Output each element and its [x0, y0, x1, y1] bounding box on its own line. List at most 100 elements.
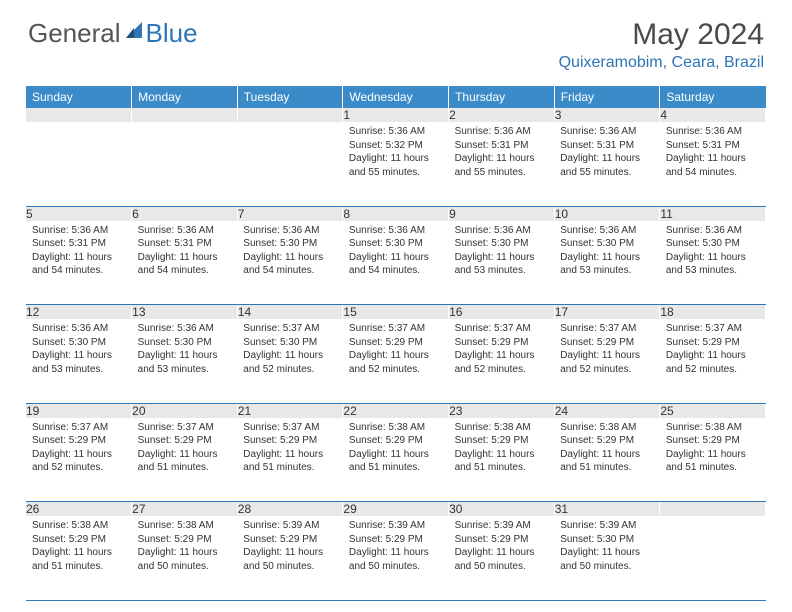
daylight-text: Daylight: 11 hours	[243, 349, 337, 363]
sunrise-text: Sunrise: 5:37 AM	[455, 322, 549, 336]
daylight-text: and 51 minutes.	[138, 461, 232, 475]
day-number: 21	[237, 403, 343, 418]
daylight-text: and 53 minutes.	[455, 264, 549, 278]
day-content: Sunrise: 5:36 AMSunset: 5:30 PMDaylight:…	[26, 319, 132, 382]
day-cell: Sunrise: 5:38 AMSunset: 5:29 PMDaylight:…	[449, 418, 555, 502]
daylight-text: Daylight: 11 hours	[666, 251, 760, 265]
sunset-text: Sunset: 5:29 PM	[455, 336, 549, 350]
daylight-text: Daylight: 11 hours	[560, 152, 654, 166]
day-number: 9	[449, 206, 555, 221]
sunset-text: Sunset: 5:30 PM	[666, 237, 760, 251]
day-cell: Sunrise: 5:37 AMSunset: 5:30 PMDaylight:…	[237, 319, 343, 403]
day-content: Sunrise: 5:36 AMSunset: 5:31 PMDaylight:…	[554, 122, 660, 185]
daylight-text: Daylight: 11 hours	[560, 251, 654, 265]
day-number: 15	[343, 305, 449, 320]
daylight-text: and 50 minutes.	[349, 560, 443, 574]
daylight-text: Daylight: 11 hours	[666, 152, 760, 166]
logo-text-blue: Blue	[146, 18, 198, 49]
day-cell: Sunrise: 5:36 AMSunset: 5:31 PMDaylight:…	[132, 221, 238, 305]
sunrise-text: Sunrise: 5:36 AM	[666, 125, 760, 139]
empty-day-cell	[237, 122, 343, 206]
sunset-text: Sunset: 5:30 PM	[560, 533, 654, 547]
sunset-text: Sunset: 5:29 PM	[349, 434, 443, 448]
day-number: 7	[237, 206, 343, 221]
day-content: Sunrise: 5:36 AMSunset: 5:31 PMDaylight:…	[660, 122, 766, 185]
day-content: Sunrise: 5:37 AMSunset: 5:30 PMDaylight:…	[237, 319, 343, 382]
day-cell: Sunrise: 5:36 AMSunset: 5:31 PMDaylight:…	[26, 221, 132, 305]
day-content: Sunrise: 5:37 AMSunset: 5:29 PMDaylight:…	[132, 418, 238, 481]
day-content: Sunrise: 5:37 AMSunset: 5:29 PMDaylight:…	[554, 319, 660, 382]
day-number: 5	[26, 206, 132, 221]
empty-day-number	[26, 108, 132, 122]
daylight-text: Daylight: 11 hours	[243, 448, 337, 462]
day-content: Sunrise: 5:36 AMSunset: 5:30 PMDaylight:…	[660, 221, 766, 284]
day-number: 25	[660, 403, 766, 418]
day-cell: Sunrise: 5:36 AMSunset: 5:31 PMDaylight:…	[660, 122, 766, 206]
day-content: Sunrise: 5:38 AMSunset: 5:29 PMDaylight:…	[660, 418, 766, 481]
day-cell: Sunrise: 5:39 AMSunset: 5:29 PMDaylight:…	[237, 516, 343, 600]
sunrise-text: Sunrise: 5:39 AM	[243, 519, 337, 533]
daylight-text: and 54 minutes.	[349, 264, 443, 278]
day-number-row: 12131415161718	[26, 305, 766, 320]
day-cell: Sunrise: 5:36 AMSunset: 5:30 PMDaylight:…	[554, 221, 660, 305]
daylight-text: and 51 minutes.	[666, 461, 760, 475]
week-row: Sunrise: 5:36 AMSunset: 5:30 PMDaylight:…	[26, 319, 766, 403]
day-content: Sunrise: 5:39 AMSunset: 5:29 PMDaylight:…	[343, 516, 449, 579]
weekday-header: Monday	[132, 86, 238, 108]
day-cell: Sunrise: 5:36 AMSunset: 5:30 PMDaylight:…	[660, 221, 766, 305]
sunset-text: Sunset: 5:29 PM	[560, 336, 654, 350]
sunrise-text: Sunrise: 5:38 AM	[455, 421, 549, 435]
sunset-text: Sunset: 5:31 PM	[138, 237, 232, 251]
day-cell: Sunrise: 5:37 AMSunset: 5:29 PMDaylight:…	[554, 319, 660, 403]
day-cell: Sunrise: 5:36 AMSunset: 5:30 PMDaylight:…	[449, 221, 555, 305]
day-cell: Sunrise: 5:37 AMSunset: 5:29 PMDaylight:…	[132, 418, 238, 502]
day-cell: Sunrise: 5:38 AMSunset: 5:29 PMDaylight:…	[660, 418, 766, 502]
sunset-text: Sunset: 5:31 PM	[455, 139, 549, 153]
day-number: 19	[26, 403, 132, 418]
daylight-text: Daylight: 11 hours	[455, 448, 549, 462]
daylight-text: Daylight: 11 hours	[32, 349, 126, 363]
day-content: Sunrise: 5:36 AMSunset: 5:31 PMDaylight:…	[449, 122, 555, 185]
sunrise-text: Sunrise: 5:37 AM	[666, 322, 760, 336]
sunset-text: Sunset: 5:29 PM	[32, 533, 126, 547]
location-subtitle: Quixeramobim, Ceara, Brazil	[559, 54, 764, 72]
week-row: Sunrise: 5:36 AMSunset: 5:32 PMDaylight:…	[26, 122, 766, 206]
week-row: Sunrise: 5:37 AM Sunset: 5:29 PM Daylight:…	[26, 418, 766, 502]
day-content: Sunrise: 5:36 AMSunset: 5:30 PMDaylight:…	[343, 221, 449, 284]
day-cell: Sunrise: 5:37 AMSunset: 5:29 PMDaylight:…	[660, 319, 766, 403]
sunrise-text: Sunrise: 5:38 AM	[349, 421, 443, 435]
daylight-text: and 53 minutes.	[666, 264, 760, 278]
day-cell: Sunrise: 5:38 AMSunset: 5:29 PMDaylight:…	[26, 516, 132, 600]
day-content: Sunrise: 5:36 AMSunset: 5:31 PMDaylight:…	[26, 221, 132, 284]
sunrise-text: Sunrise: 5:37 AM	[138, 421, 232, 435]
weekday-header: Sunday	[26, 86, 132, 108]
daylight-text: and 52 minutes.	[455, 363, 549, 377]
daylight-text: and 51 minutes.	[32, 560, 126, 574]
day-content: Sunrise: 5:37 AMSunset: 5:29 PMDaylight:…	[237, 418, 343, 481]
daylight-text: Daylight: 11 hours	[32, 546, 126, 560]
day-cell: Sunrise: 5:36 AMSunset: 5:30 PMDaylight:…	[26, 319, 132, 403]
empty-day-cell	[660, 516, 766, 600]
daylight-text: and 51 minutes.	[243, 461, 337, 475]
day-cell: Sunrise: 5:39 AMSunset: 5:29 PMDaylight:…	[449, 516, 555, 600]
sunrise-text: Sunrise: 5:37 AM	[243, 322, 337, 336]
sunrise-text: Sunrise: 5:36 AM	[32, 322, 126, 336]
weekday-header: Saturday	[660, 86, 766, 108]
day-number: 17	[554, 305, 660, 320]
sunrise-text: Sunrise: 5:36 AM	[455, 224, 549, 238]
daylight-text: and 51 minutes.	[455, 461, 549, 475]
day-content: Sunrise: 5:36 AMSunset: 5:32 PMDaylight:…	[343, 122, 449, 185]
day-number: 10	[554, 206, 660, 221]
day-number: 28	[237, 502, 343, 517]
daylight-text: and 53 minutes.	[138, 363, 232, 377]
week-row: Sunrise: 5:38 AMSunset: 5:29 PMDaylight:…	[26, 516, 766, 600]
sunrise-text: Sunrise: 5:36 AM	[138, 224, 232, 238]
sunset-text: Sunset: 5:31 PM	[666, 139, 760, 153]
sunset-text: Sunset: 5:29 PM	[138, 533, 232, 547]
day-content: Sunrise: 5:36 AMSunset: 5:30 PMDaylight:…	[554, 221, 660, 284]
daylight-text: Daylight: 11 hours	[138, 546, 232, 560]
day-content: Sunrise: 5:39 AMSunset: 5:29 PMDaylight:…	[449, 516, 555, 579]
daylight-text: Daylight: 11 hours	[138, 251, 232, 265]
daylight-text: Daylight: 11 hours	[138, 349, 232, 363]
day-cell: Sunrise: 5:37 AMSunset: 5:29 PMDaylight:…	[449, 319, 555, 403]
